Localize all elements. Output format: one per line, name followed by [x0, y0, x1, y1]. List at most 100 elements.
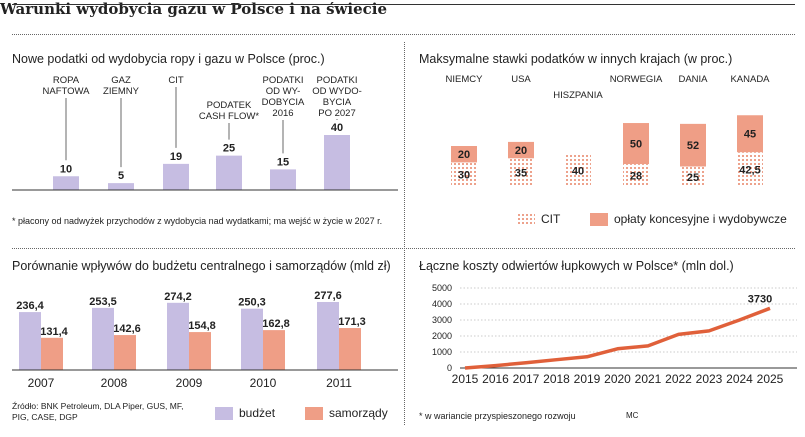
country-label: KANADA [730, 74, 770, 85]
legend-royalties: opłaty koncesyjne i wydobywcze [590, 212, 787, 226]
costs-end-label: 3730 [748, 293, 772, 305]
costs-y-tick: 5000 [432, 283, 452, 293]
tax-category-label: DOBYCIA [262, 97, 305, 108]
tax-value-label: 40 [331, 122, 343, 134]
tax-category-label: PODATKI [263, 75, 304, 86]
costs-line [464, 306, 771, 370]
cit-value-label: 42,5 [739, 165, 760, 177]
tax-category-label: PODATKI [317, 75, 358, 86]
legend-local-label: samorządy [329, 406, 388, 420]
cit-bar [680, 166, 706, 187]
country-label: NIEMCY [446, 74, 484, 85]
costs-x-tick: 2016 [482, 372, 509, 386]
cit-value-label: 35 [515, 168, 527, 180]
costs-x-tick: 2017 [513, 372, 540, 386]
costs-y-tick: 1000 [432, 347, 452, 357]
costs-x-tick: 2024 [726, 372, 753, 386]
costs-x-tick: 2020 [604, 372, 631, 386]
budget-chart-title: Porównanie wpływów do budżetu centralneg… [12, 259, 391, 273]
budget-bar [317, 301, 339, 370]
costs-chart-title: Łączne koszty odwiertów łupkowych w Pols… [419, 259, 734, 273]
tax-category-label: CIT [168, 75, 184, 86]
royalty-bar [623, 123, 649, 165]
costs-x-tick: 2019 [574, 372, 601, 386]
tax-value-label: 10 [60, 163, 72, 175]
costs-y-tick: 0 [447, 363, 452, 373]
tax-bar [163, 163, 189, 190]
tax-value-label: 25 [223, 143, 235, 155]
source-note: Źródło: BNK Petroleum, DLA Piper, GUS, M… [12, 401, 184, 422]
royalty-value-label: 50 [630, 139, 642, 151]
legend-cit-swatch [517, 212, 535, 226]
year-label: 2008 [101, 376, 128, 390]
legend-cit: CIT [517, 212, 560, 226]
middle-divider [12, 248, 795, 249]
cit-bar [737, 152, 763, 187]
royalty-value-label: 52 [687, 140, 699, 152]
local-value-label: 131,4 [40, 326, 68, 338]
royalty-bar [451, 146, 477, 163]
top-rule [12, 4, 795, 5]
tax-bar [324, 135, 350, 190]
tax-bar [108, 183, 134, 190]
legend-budget-label: budżet [239, 406, 276, 420]
country-label: USA [511, 74, 531, 85]
local-bar [263, 330, 285, 370]
country-label: NORWEGIA [610, 74, 663, 85]
country-label: HISZPANIA [553, 90, 603, 101]
tax-category-label: PO 2027 [318, 108, 356, 119]
tax-category-label: NAFTOWA [43, 86, 91, 97]
legend-budget-swatch [215, 406, 233, 420]
local-bar [189, 332, 211, 370]
local-value-label: 162,8 [262, 318, 290, 330]
cit-value-label: 28 [630, 171, 642, 183]
budget-chart: 236,4 131,4 2007 253,5 142,6 2008 274,2 154,8 20… [12, 290, 398, 390]
costs-x-tick: 2022 [665, 372, 692, 386]
tax-category-label: ZIEMNY [103, 86, 140, 97]
tax-bar [270, 169, 296, 190]
cit-bar [623, 164, 649, 187]
royalty-value-label: 45 [744, 129, 756, 141]
local-bar [41, 337, 63, 370]
foreign-chart-title: Maksymalne stawki podatków w innych kraj… [419, 52, 733, 66]
cit-bar [565, 154, 591, 187]
foreign-chart: 30 20 NIEMCY 35 20 USA 40 HISZPANIA 28 50 NORWEGIA… [446, 74, 770, 187]
tax-value-label: 5 [118, 170, 124, 182]
cit-value-label: 30 [458, 170, 470, 182]
budget-value-label: 277,6 [314, 290, 342, 302]
costs-x-tick: 2015 [452, 372, 479, 386]
tax-value-label: 19 [170, 151, 182, 163]
legend-local-swatch [305, 406, 323, 420]
royalty-bar [680, 123, 706, 167]
legend-cit-label: CIT [541, 212, 561, 226]
year-label: 2010 [250, 376, 277, 390]
tax-bar [216, 155, 242, 190]
local-bar [339, 328, 361, 370]
royalty-bar [737, 115, 763, 153]
costs-y-tick: 4000 [432, 299, 452, 309]
royalty-value-label: 20 [515, 145, 527, 157]
costs-x-tick: 2018 [543, 372, 570, 386]
title-divider [12, 34, 795, 35]
tax-category-label: ROPA [53, 75, 80, 86]
cit-bar [508, 158, 534, 187]
cit-value-label: 25 [687, 172, 699, 184]
legend-budget: budżet [215, 406, 275, 420]
cit-bar [451, 162, 477, 187]
costs-y-tick: 3000 [432, 315, 452, 325]
author-credit: MC [626, 411, 639, 420]
costs-x-tick: 2023 [696, 372, 723, 386]
costs-x-tick: 2021 [635, 372, 662, 386]
budget-bar [19, 312, 41, 370]
costs-y-tick: 2000 [432, 331, 452, 341]
budget-value-label: 253,5 [89, 296, 117, 308]
budget-bar [241, 308, 263, 370]
vertical-divider [404, 42, 405, 425]
year-label: 2007 [28, 376, 55, 390]
taxes-footnote: * płacony od nadwyżek przychodów z wydob… [12, 216, 383, 226]
budget-value-label: 250,3 [238, 297, 266, 309]
costs-footnote: * w wariancie przyspieszonego rozwoju [419, 411, 576, 421]
country-label: DANIA [678, 74, 708, 85]
legend-royalties-label: opłaty koncesyjne i wydobywcze [614, 212, 787, 226]
